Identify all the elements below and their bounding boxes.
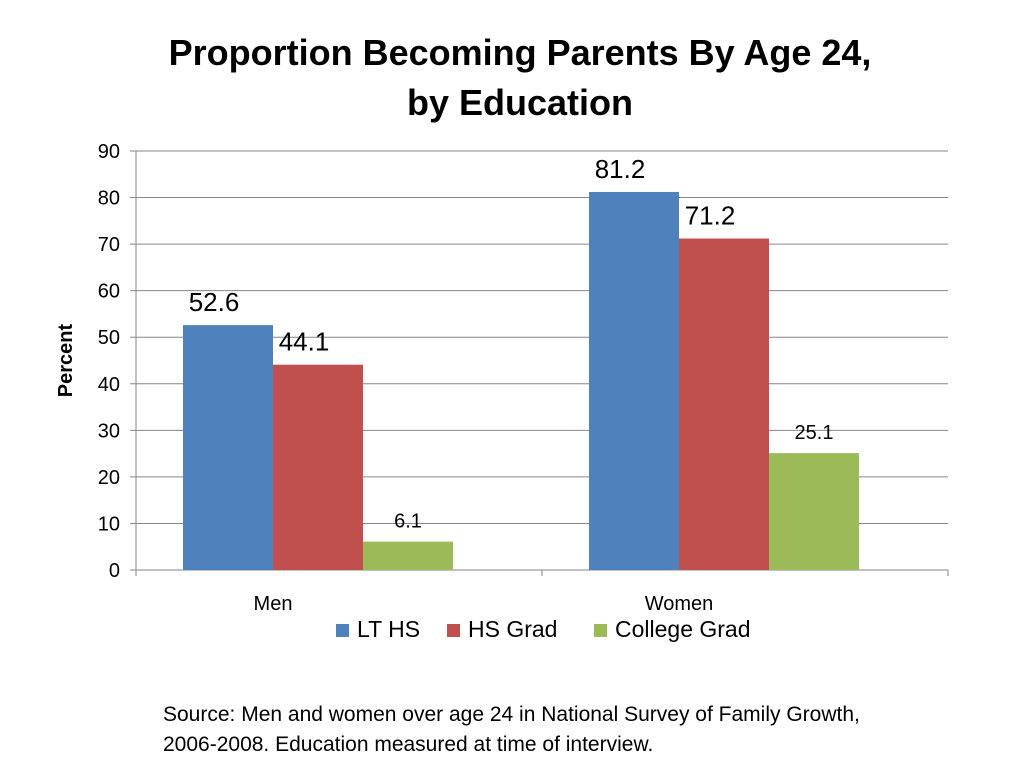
data-label: 6.1 xyxy=(394,511,422,533)
bar xyxy=(769,453,859,570)
legend-label: College Grad xyxy=(615,616,751,642)
y-tick-label: 50 xyxy=(98,327,120,349)
legend-label: HS Grad xyxy=(468,616,557,642)
data-label: 52.6 xyxy=(189,287,240,317)
chart-title: Proportion Becoming Parents By Age 24, b… xyxy=(60,28,980,128)
legend-swatch xyxy=(336,624,349,637)
y-tick-label: 60 xyxy=(98,281,120,303)
bar xyxy=(589,191,679,571)
y-tick-label: 90 xyxy=(98,141,120,163)
legend-swatch xyxy=(594,624,607,637)
legend-label: LT HS xyxy=(357,616,420,642)
y-tick-label: 80 xyxy=(98,188,120,210)
bar xyxy=(273,364,363,570)
y-tick-label: 30 xyxy=(98,420,120,442)
chart-title-line-1: Proportion Becoming Parents By Age 24, xyxy=(168,32,872,73)
bar xyxy=(363,541,453,570)
bar xyxy=(679,238,769,570)
legend-swatch xyxy=(447,624,460,637)
y-tick-label: 0 xyxy=(109,560,120,582)
source-line-1: Source: Men and women over age 24 in Nat… xyxy=(163,703,860,726)
data-label: 44.1 xyxy=(279,327,330,357)
data-label: 71.2 xyxy=(685,201,736,231)
y-tick-label: 20 xyxy=(98,467,120,489)
y-tick-label: 40 xyxy=(98,374,120,396)
x-tick-label: Men xyxy=(254,593,293,615)
y-axis-label: Percent xyxy=(55,323,77,397)
data-label: 25.1 xyxy=(795,422,834,444)
source-line-2: 2006-2008. Education measured at time of… xyxy=(163,733,654,756)
x-tick-label: Women xyxy=(645,593,714,615)
chart-title-line-2: by Education xyxy=(406,82,634,123)
bar-chart: 0 10 20 30 40 50 60 70 80 90 Percent Men 52.6 44.1 6.1… xyxy=(55,141,949,642)
source-note: Source: Men and women over age 24 in Nat… xyxy=(163,700,963,760)
data-label: 81.2 xyxy=(595,154,646,184)
bar xyxy=(183,325,273,570)
y-tick-label: 10 xyxy=(98,513,120,535)
y-tick-label: 70 xyxy=(98,234,120,256)
